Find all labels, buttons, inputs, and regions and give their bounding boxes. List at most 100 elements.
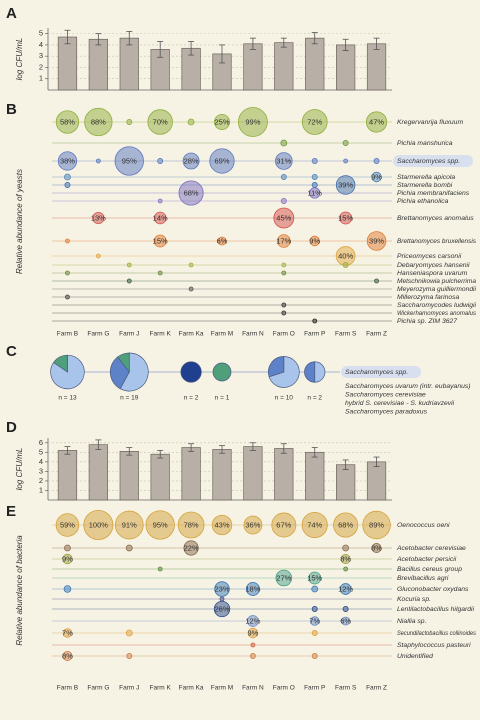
data-label: 27% (276, 573, 291, 582)
bubble (211, 514, 233, 536)
bubble (183, 540, 199, 556)
pie-slice (53, 354, 68, 373)
bubble (157, 198, 163, 204)
data-label: 38% (60, 156, 75, 165)
series-label: Brettanomyces anomalus (397, 215, 474, 222)
bar (212, 449, 232, 501)
bar (243, 43, 263, 91)
panel-letter: D (6, 419, 17, 436)
bubble (373, 158, 380, 164)
data-label: 91% (122, 520, 137, 529)
x-tick-label: Farm K (150, 331, 172, 338)
bar (274, 448, 294, 501)
bubble (83, 509, 114, 540)
bubble (84, 107, 113, 137)
series-label: Hanseniaspora uvarum (397, 270, 468, 277)
bubble (114, 146, 144, 176)
bubble (55, 513, 80, 537)
bar (305, 451, 325, 501)
bubble (341, 616, 351, 626)
series-label: Staphylococcus pasteuri (397, 642, 471, 649)
x-tick-label: Farm S (335, 331, 357, 338)
bar (57, 36, 78, 91)
series-label: Saccharomycodes ludwigii (397, 302, 476, 309)
bubble (245, 582, 260, 596)
series-label: Pichia sp. ZIM 3627 (397, 318, 457, 325)
bubble (339, 583, 352, 595)
bubble (62, 628, 73, 638)
bubble (277, 234, 291, 248)
series-label: Acetobacter cerevisiae (396, 545, 466, 552)
data-label: 8% (62, 651, 73, 660)
series-label: Gluconobacter oxydans (397, 586, 469, 593)
data-label: 23% (214, 584, 229, 593)
data-label: 11% (307, 188, 322, 197)
data-label: 9% (62, 554, 73, 563)
legend-entry: Saccharomyces cerevisiae (345, 391, 426, 398)
bubble (309, 187, 321, 199)
bubble (188, 262, 194, 268)
bubble (362, 510, 391, 540)
bubble (275, 152, 293, 170)
data-label: 100% (89, 520, 109, 529)
bubble (365, 111, 388, 133)
data-label: 95% (153, 520, 168, 529)
data-label: 40% (338, 251, 353, 260)
bar (336, 44, 356, 91)
bubble (301, 511, 328, 539)
bubble (281, 262, 287, 268)
series-label: Lentilactobacillus hilgardii (397, 606, 475, 613)
bubble (335, 175, 356, 195)
data-label: 7% (62, 628, 73, 637)
bubble (55, 110, 80, 134)
data-label: 70% (153, 117, 168, 126)
legend-entry: hybrid S. cerevisiae - S. kudriavzevii (345, 400, 455, 407)
bubble (95, 158, 101, 164)
bubble (217, 236, 227, 246)
bubble (64, 182, 71, 188)
pie-slice (180, 361, 202, 383)
series-label: Kregervanrija fluxuum (397, 119, 463, 126)
data-label: 39% (369, 236, 384, 245)
bubble (311, 606, 318, 612)
data-label: 12% (245, 616, 260, 625)
x-tick-label: Farm B (57, 685, 78, 692)
bubble (209, 148, 235, 174)
bubble (249, 653, 256, 659)
series-label: Meyerozyma guilliermondii (397, 286, 476, 293)
bubble (213, 600, 231, 618)
bubble (281, 310, 287, 316)
bubble (311, 653, 318, 659)
bubble (342, 606, 349, 612)
pie-slice (109, 356, 130, 390)
series-label: Starmerella apicola (397, 174, 455, 181)
series-label: Acetobacter persicii (396, 556, 457, 563)
bubble (280, 139, 288, 147)
bubble (125, 544, 133, 552)
bubble (301, 109, 328, 135)
bubble (339, 211, 353, 225)
bar (57, 450, 78, 501)
bubble (153, 234, 167, 248)
pie-slice (304, 361, 316, 383)
label-highlight (341, 366, 421, 378)
bubble (63, 585, 72, 593)
series-label: Metschnikowia pulcherrima (397, 278, 476, 285)
data-label: 59% (60, 520, 75, 529)
bubble (343, 158, 349, 164)
bubble (371, 543, 382, 553)
pie-slice (314, 361, 326, 383)
data-label: 8% (371, 543, 382, 552)
legend-entry: Saccharomyces uvarum (intr. eubayanus) (345, 383, 471, 390)
data-label: 6% (217, 236, 228, 245)
x-tick-label: Farm G (87, 685, 109, 692)
pie-count: n = 2 (307, 395, 322, 402)
x-tick-label: Farm S (335, 685, 357, 692)
bubble (153, 211, 167, 225)
bubble (126, 119, 133, 125)
bar (150, 453, 170, 501)
bubble (342, 140, 349, 146)
x-tick-label: Farm Z (366, 685, 387, 692)
bubble (114, 510, 144, 540)
